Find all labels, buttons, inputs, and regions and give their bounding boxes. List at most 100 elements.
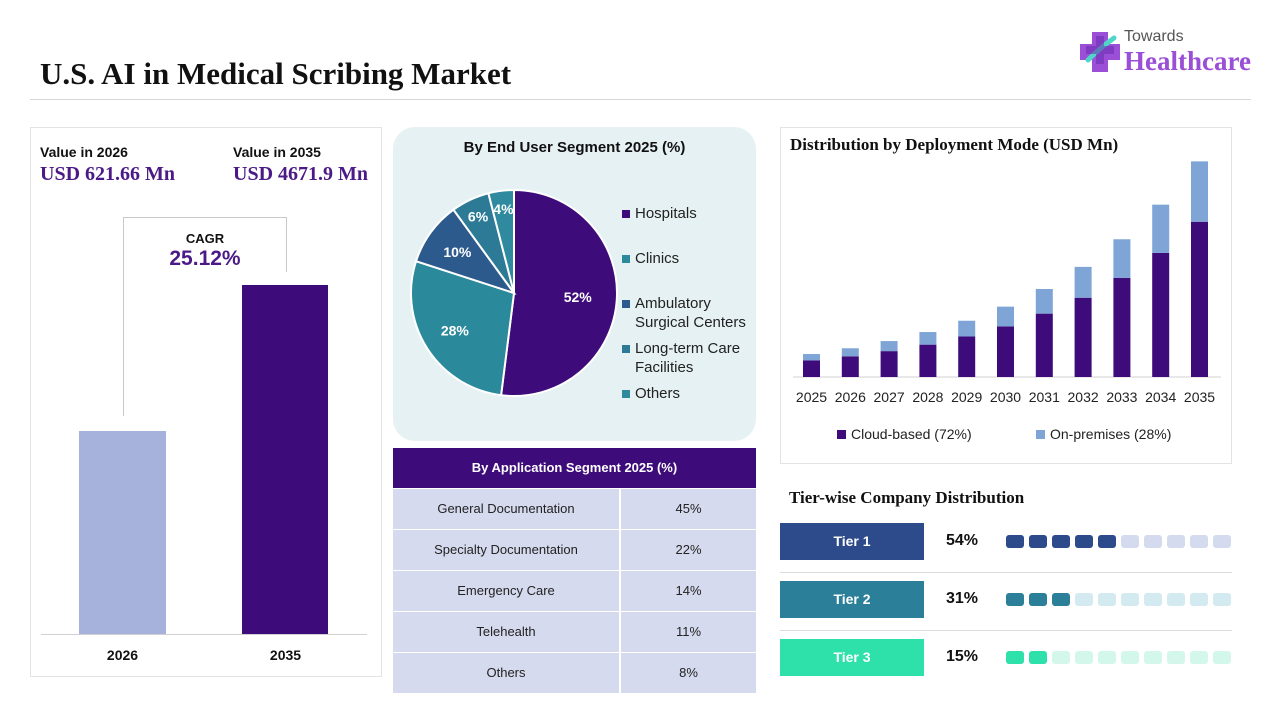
x-tick-label: 2035 (1184, 389, 1215, 405)
bar-2026 (79, 431, 166, 634)
meter-segment-empty (1144, 535, 1162, 548)
legend-swatch (622, 255, 630, 263)
bar-onprem-2031 (1035, 288, 1053, 314)
bar-cloud-2034 (1152, 252, 1170, 377)
table-row: General Documentation 45% (393, 488, 756, 529)
x-tick-label: 2033 (1106, 389, 1137, 405)
application-table: By Application Segment 2025 (%) General … (393, 448, 756, 693)
x-tick-label: 2027 (874, 389, 905, 405)
deployment-stacked-bar-chart: 2025 2026 2027 2028 2029 2030 2031 2032 2033 2034… (793, 161, 1221, 405)
bar-2035 (242, 285, 328, 634)
pie-data-label: 6% (468, 209, 489, 225)
medical-cross-icon (1080, 32, 1120, 72)
legend-onprem: On-premises (28%) (1036, 426, 1171, 442)
pie-slice-clinics (410, 259, 516, 397)
meter-segment-empty (1075, 651, 1093, 664)
tier-divider (780, 630, 1232, 631)
meter-segment-empty (1213, 535, 1231, 548)
tier-divider (780, 572, 1232, 573)
deployment-chart-panel: Distribution by Deployment Mode (USD Mn)… (780, 127, 1232, 464)
meter-segment-empty (1167, 535, 1185, 548)
meter-segment-filled (1029, 651, 1047, 664)
bar-onprem-2034 (1152, 204, 1170, 253)
value-2035-label: Value in 2035 (233, 144, 321, 160)
legend-onprem-swatch (1036, 430, 1045, 439)
meter-segment-empty (1052, 651, 1070, 664)
table-header: By Application Segment 2025 (%) (393, 448, 756, 488)
table-cell-share: 11% (621, 612, 756, 652)
bar-cloud-2031 (1035, 313, 1053, 377)
market-value-panel: Value in 2026 USD 621.66 Mn Value in 203… (30, 127, 382, 677)
meter-segment-filled (1006, 593, 1024, 606)
logo-text-small: Towards (1124, 28, 1184, 45)
bar-onprem-2032 (1074, 266, 1092, 298)
table-row: Emergency Care 14% (393, 570, 756, 611)
pie-data-label: 52% (564, 289, 593, 305)
bar-onprem-2033 (1113, 239, 1131, 278)
meter-segment-empty (1190, 535, 1208, 548)
table-row: Telehealth 11% (393, 611, 756, 652)
meter-segment-filled (1006, 535, 1024, 548)
tier-percentage-2: 31% (946, 590, 979, 607)
pie-data-label: 10% (443, 244, 472, 260)
bar-onprem-2029 (958, 320, 976, 337)
meter-segment-filled (1098, 535, 1116, 548)
x-tick-label: 2030 (990, 389, 1021, 405)
table-cell-share: 14% (621, 571, 756, 611)
bar-cloud-2030 (997, 326, 1014, 377)
meter-segment-filled (1052, 593, 1070, 606)
chart-baseline (41, 634, 367, 635)
table-cell-segment: Specialty Documentation (393, 530, 621, 570)
legend-cloud-swatch (837, 430, 846, 439)
cagr-label: CAGR (185, 231, 225, 246)
tier-percentage-3: 15% (946, 648, 979, 665)
tier-label-3: Tier 3 (780, 639, 924, 676)
meter-segment-empty (1121, 651, 1139, 664)
table-cell-segment: Others (393, 653, 621, 693)
tier-percentage-1: 54% (946, 532, 979, 549)
meter-segment-filled (1075, 535, 1093, 548)
bar-onprem-2028 (919, 332, 937, 345)
bar-onprem-2026 (841, 348, 859, 357)
meter-segment-empty (1075, 593, 1093, 606)
table-cell-segment: Emergency Care (393, 571, 621, 611)
bar-cloud-2026 (841, 356, 859, 377)
pie-data-label: 28% (441, 323, 470, 339)
bar-onprem-2027 (880, 341, 898, 352)
table-cell-share: 8% (621, 653, 756, 693)
tier-section-title: Tier-wise Company Distribution (789, 488, 1025, 507)
pie-data-label: 4% (493, 201, 514, 217)
x-tick-label: 2031 (1029, 389, 1060, 405)
meter-segment-empty (1144, 593, 1162, 606)
meter-segment-empty (1167, 593, 1185, 606)
legend-label: Others (635, 385, 681, 402)
meter-segment-empty (1098, 593, 1116, 606)
meter-segment-empty (1144, 651, 1162, 664)
bar-cloud-2032 (1074, 297, 1092, 377)
deployment-chart-title: Distribution by Deployment Mode (USD Mn) (790, 135, 1119, 154)
legend-label: Long-term Care Facilities (635, 340, 741, 376)
table-cell-segment: General Documentation (393, 489, 621, 529)
legend-label: Clinics (635, 250, 680, 267)
value-2026: USD 621.66 Mn (40, 163, 176, 185)
meter-segment-filled (1029, 593, 1047, 606)
bar-cloud-2025 (803, 360, 820, 377)
meter-segment-empty (1190, 651, 1208, 664)
meter-segment-empty (1098, 651, 1116, 664)
legend-swatch (622, 345, 630, 353)
meter-segment-empty (1167, 651, 1185, 664)
bar-cloud-2035 (1191, 221, 1208, 377)
value-2026-label: Value in 2026 (40, 144, 128, 160)
legend-onprem-label: On-premises (28%) (1050, 426, 1172, 442)
table-row: Others 8% (393, 652, 756, 693)
cagr-bracket (123, 217, 287, 272)
value-2035: USD 4671.9 Mn (233, 163, 369, 185)
cagr-connector (123, 271, 124, 416)
page-title: U.S. AI in Medical Scribing Market (40, 56, 512, 91)
bar-cloud-2029 (958, 336, 976, 377)
x-tick-label: 2025 (796, 389, 827, 405)
legend-cloud: Cloud-based (72%) (837, 426, 972, 442)
pie-slice-others (487, 188, 515, 294)
bar-onprem-2035 (1191, 161, 1208, 222)
meter-segment-empty (1213, 593, 1231, 606)
